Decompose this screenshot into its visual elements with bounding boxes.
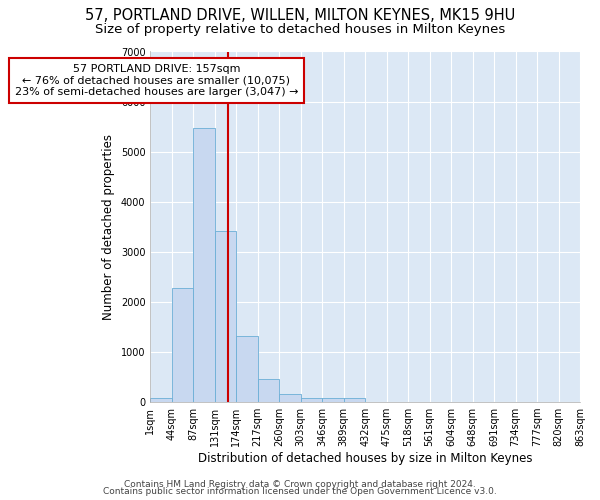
Text: Size of property relative to detached houses in Milton Keynes: Size of property relative to detached ho… [95,22,505,36]
Text: Contains public sector information licensed under the Open Government Licence v3: Contains public sector information licen… [103,487,497,496]
Bar [279,394,301,402]
Y-axis label: Number of detached properties: Number of detached properties [102,134,115,320]
Bar [150,398,172,402]
Bar [193,128,215,402]
Bar [236,336,257,402]
X-axis label: Distribution of detached houses by size in Milton Keynes: Distribution of detached houses by size … [198,452,532,465]
Bar [172,288,193,402]
Text: Contains HM Land Registry data © Crown copyright and database right 2024.: Contains HM Land Registry data © Crown c… [124,480,476,489]
Bar [215,230,236,402]
Bar [301,398,322,402]
Bar [257,379,279,402]
Text: 57 PORTLAND DRIVE: 157sqm
← 76% of detached houses are smaller (10,075)
23% of s: 57 PORTLAND DRIVE: 157sqm ← 76% of detac… [14,64,298,97]
Bar [322,398,344,402]
Text: 57, PORTLAND DRIVE, WILLEN, MILTON KEYNES, MK15 9HU: 57, PORTLAND DRIVE, WILLEN, MILTON KEYNE… [85,8,515,22]
Bar [344,398,365,402]
